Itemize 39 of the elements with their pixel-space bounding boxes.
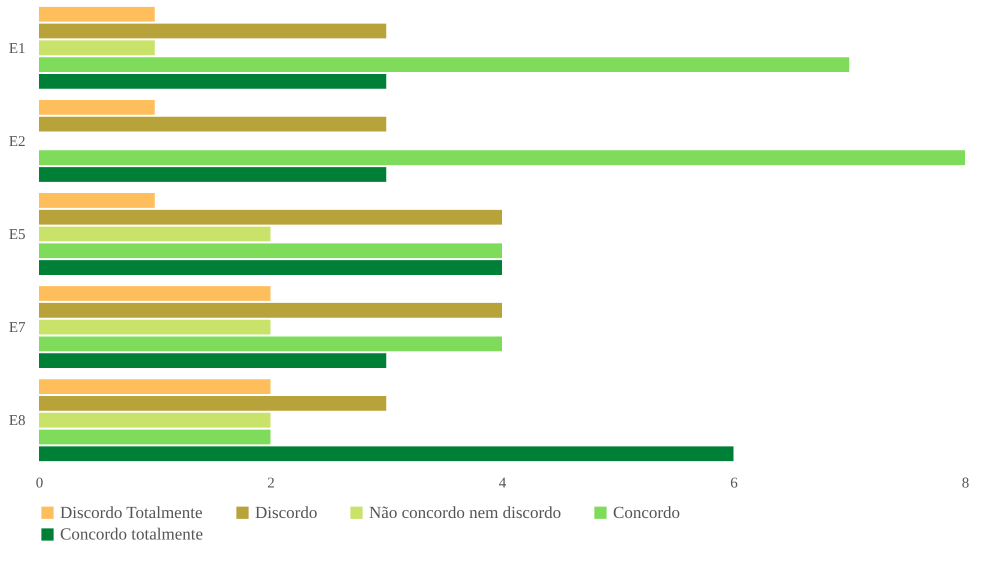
- bar: [39, 320, 270, 334]
- x-tick-label: 0: [36, 476, 44, 492]
- bar: [39, 430, 270, 444]
- bar: [39, 379, 270, 394]
- bar: [39, 396, 386, 411]
- bar: [39, 167, 386, 182]
- bar: [39, 150, 965, 166]
- bar: [39, 210, 502, 225]
- bar: [39, 6, 155, 22]
- y-tick-label: E5: [8, 227, 26, 243]
- bar: [39, 302, 502, 318]
- bar: [39, 353, 386, 368]
- bar: [39, 412, 270, 428]
- bar: [39, 74, 386, 89]
- bar: [39, 226, 270, 242]
- bar: [39, 193, 155, 208]
- legend-label: Concordo totalmente: [60, 524, 204, 544]
- y-tick-label: E1: [8, 40, 26, 57]
- y-tick-label: E8: [8, 413, 26, 430]
- x-tick-label: 4: [498, 476, 507, 492]
- bar: [39, 446, 734, 462]
- bar: [39, 116, 386, 132]
- bar: [39, 286, 270, 301]
- bar: [39, 243, 502, 258]
- bar: [39, 40, 155, 56]
- bar: [39, 24, 386, 38]
- x-tick-label: 2: [267, 476, 275, 492]
- legend-label: Discordo: [255, 502, 318, 522]
- legend-label: Não concordo nem discordo: [369, 502, 562, 522]
- x-tick-label: 6: [730, 476, 738, 492]
- legend-label: Discordo Totalmente: [60, 502, 202, 522]
- bar: [39, 260, 502, 275]
- legend-label: Concordo: [613, 502, 680, 522]
- x-tick-label: 8: [962, 476, 970, 492]
- y-tick-label: E7: [8, 320, 26, 336]
- bar: [39, 336, 502, 352]
- bar: [39, 57, 850, 72]
- bar: [39, 100, 155, 115]
- y-tick-label: E2: [8, 134, 26, 150]
